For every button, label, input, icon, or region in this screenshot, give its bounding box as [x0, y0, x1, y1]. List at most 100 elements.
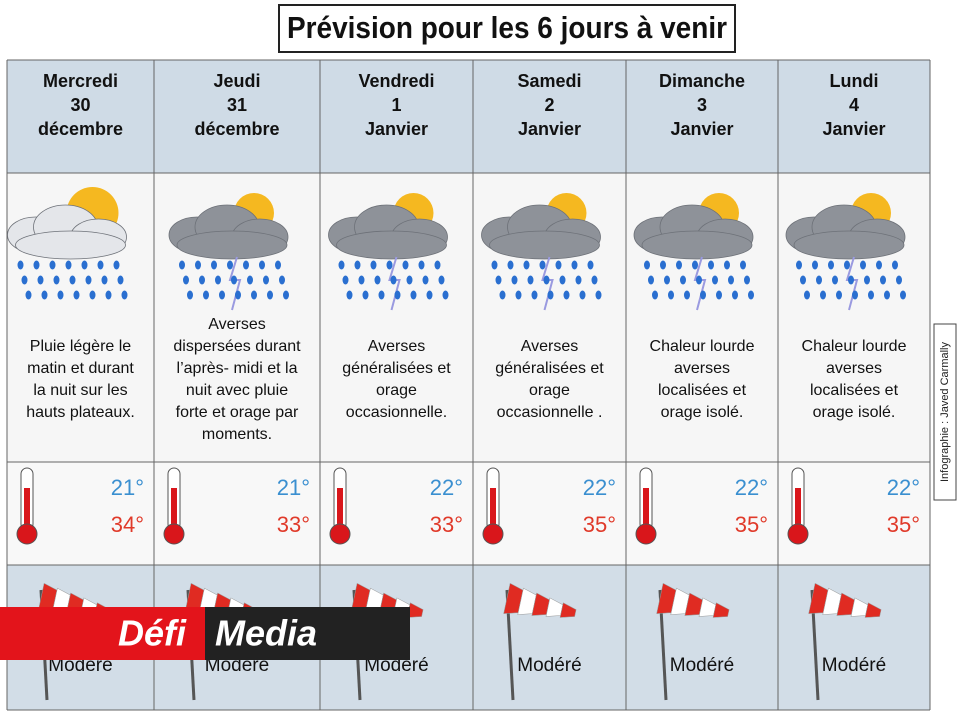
day-header: 4 [849, 95, 859, 115]
forecast-text: occasionnelle. [346, 404, 447, 421]
rain-drop [97, 260, 104, 270]
rain-drop [499, 290, 506, 300]
rain-drop [283, 290, 289, 300]
temp-min: 21° [277, 475, 310, 500]
rain-drop [868, 290, 874, 300]
rain-drop [595, 290, 602, 300]
forecast-text: averses [674, 360, 730, 377]
thermometer-level [171, 488, 177, 532]
rain-drop [836, 290, 842, 300]
forecast-text: Chaleur lourde [802, 338, 907, 355]
rain-drop [832, 275, 838, 285]
rain-drop [716, 290, 722, 300]
rain-drop [732, 290, 738, 300]
title: Prévision pour les 6 jours à venir [287, 10, 727, 45]
rain-drop [21, 275, 28, 285]
rain-drop [195, 260, 201, 270]
rain-drop [515, 290, 522, 300]
day-header: 2 [544, 95, 554, 115]
rain-drop [105, 290, 112, 300]
rain-drop [418, 260, 425, 270]
rain-drop [684, 290, 690, 300]
rain-drop [491, 260, 498, 270]
rain-drop [259, 260, 265, 270]
day-header: Janvier [822, 119, 885, 139]
day-header: Janvier [365, 119, 428, 139]
rain-drop [587, 260, 594, 270]
rain-drop [896, 275, 902, 285]
cloud [489, 230, 600, 260]
thermometer-level [24, 488, 30, 532]
temp-max: 34° [111, 512, 144, 537]
temp-min: 22° [430, 475, 463, 500]
thermometer-level [337, 488, 343, 532]
rain-drop [183, 275, 189, 285]
rain-drop [89, 290, 96, 300]
rain-drop [390, 275, 397, 285]
day-header: 31 [227, 95, 247, 115]
day-header: 3 [697, 95, 707, 115]
rain-drop [591, 275, 598, 285]
rain-drop [101, 275, 108, 285]
wind-label: Modéré [517, 655, 581, 676]
rain-drop [744, 275, 750, 285]
rain-drop [680, 275, 686, 285]
rain-drop [708, 260, 714, 270]
rain-drop [531, 290, 538, 300]
forecast-text: Pluie légère le [30, 338, 132, 355]
rain-drop [828, 260, 834, 270]
rain-drop [422, 275, 429, 285]
wind-label: Modéré [670, 655, 734, 676]
rain-drop [386, 260, 393, 270]
rain-drop [231, 275, 237, 285]
rain-drop [543, 275, 550, 285]
rain-drop [227, 260, 233, 270]
rain-drop [434, 260, 441, 270]
thermometer-level [795, 488, 801, 532]
rain-drop [495, 275, 502, 285]
forecast-text: orage isolé. [661, 404, 744, 421]
rain-drop [25, 290, 32, 300]
logo-dark [205, 607, 410, 660]
day-header: Dimanche [659, 71, 745, 91]
rain-drop [676, 260, 682, 270]
temp-max: 35° [583, 512, 616, 537]
rain-drop [728, 275, 734, 285]
rain-drop [69, 275, 76, 285]
rain-drop [338, 260, 345, 270]
rain-drop [263, 275, 269, 285]
rain-drop [796, 260, 802, 270]
day-header: Samedi [517, 71, 581, 91]
rain-drop [507, 260, 514, 270]
rain-drop [644, 260, 650, 270]
temp-min: 21° [111, 475, 144, 500]
forecast-text: occasionnelle . [497, 404, 603, 421]
rain-drop [394, 290, 401, 300]
rain-drop [85, 275, 92, 285]
rain-drop [579, 290, 586, 300]
rain-drop [346, 290, 353, 300]
rain-drop [354, 260, 361, 270]
rain-drop [860, 260, 866, 270]
forecast-text: généralisées et [495, 360, 604, 377]
rain-drop [53, 275, 60, 285]
thermometer-bulb [163, 523, 185, 545]
day-header: 30 [70, 95, 90, 115]
rain-drop [37, 275, 44, 285]
rain-drop [235, 290, 241, 300]
thermometer-bulb [482, 523, 504, 545]
thermometer-bulb [16, 523, 38, 545]
forecast-text: dispersées durant [173, 338, 301, 355]
forecast-text: averses [826, 360, 882, 377]
rain-drop [426, 290, 433, 300]
rain-drop [864, 275, 870, 285]
rain-drop [374, 275, 381, 285]
rain-drop [370, 260, 377, 270]
thermometer-bulb [635, 523, 657, 545]
rain-drop [215, 275, 221, 285]
rain-drop [65, 260, 72, 270]
day-header: Janvier [518, 119, 581, 139]
forecast-text: localisées et [810, 382, 899, 399]
credit: Infographie : Javed Carmally [939, 341, 951, 482]
temp-row [7, 462, 930, 565]
